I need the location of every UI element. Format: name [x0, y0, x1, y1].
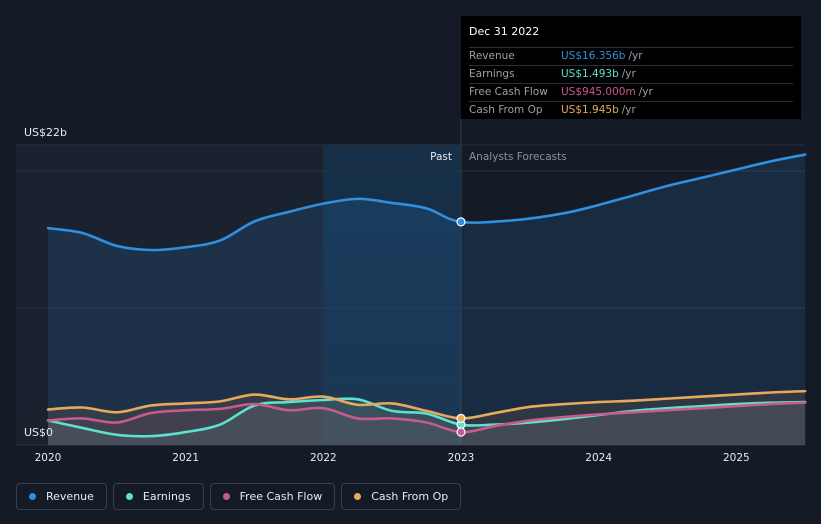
earnings-line [46, 397, 807, 438]
free-cash-flow-line [46, 401, 807, 434]
legend-dot-icon [29, 493, 36, 500]
legend-item-revenue[interactable]: Revenue [16, 483, 107, 510]
tooltip-value: US$1.945b [561, 104, 619, 116]
tooltip-row-free-cash-flow: Free Cash Flow US$945.000m /yr [469, 83, 793, 101]
legend-label: Earnings [142, 490, 191, 503]
tooltip-unit: /yr [628, 50, 643, 62]
cash-from-op-line [46, 389, 807, 420]
tooltip-row-earnings: Earnings US$1.493b /yr [469, 65, 793, 83]
cash-from-op-marker [456, 413, 466, 424]
tooltip-value: US$1.493b [561, 68, 619, 80]
tooltip-unit: /yr [638, 86, 653, 98]
x-tick-label: 2020 [35, 452, 62, 464]
tooltip-label: Free Cash Flow [469, 86, 548, 98]
tooltip-row-revenue: Revenue US$16.356b /yr [469, 47, 793, 65]
tooltip-date: Dec 31 2022 [469, 25, 540, 38]
legend-dot-icon [222, 493, 230, 500]
legend-item-cash-from-op[interactable]: Cash From Op [341, 483, 462, 510]
tooltip: Dec 31 2022 Revenue US$16.356b /yr Earni… [461, 16, 801, 119]
legend-label: Free Cash Flow [239, 490, 323, 503]
cash-from-op-area [48, 391, 806, 445]
x-tick-label: 2024 [585, 452, 612, 464]
legend-dot-icon [125, 493, 133, 500]
free-cash-flow-marker [456, 427, 466, 437]
legend: Revenue Earnings Free Cash Flow Cash Fro… [16, 483, 462, 510]
legend-dot-icon [354, 493, 362, 500]
legend-label: Cash From Op [371, 490, 449, 503]
revenue-line [46, 153, 807, 252]
legend-label: Revenue [46, 490, 94, 503]
tooltip-value: US$945.000m [561, 86, 636, 98]
tooltip-unit: /yr [621, 104, 636, 116]
revenue-marker [456, 217, 466, 227]
legend-item-free-cash-flow[interactable]: Free Cash Flow [209, 483, 336, 510]
past-label: Past [430, 151, 452, 163]
highlight-region [323, 145, 461, 445]
revenue-area [48, 154, 806, 445]
tooltip-label: Revenue [469, 50, 515, 62]
tooltip-unit: /yr [621, 68, 636, 80]
x-tick-label: 2022 [310, 452, 337, 464]
y-tick-label: US$0 [24, 426, 53, 439]
tooltip-label: Cash From Op [469, 104, 543, 116]
forecast-label: Analysts Forecasts [469, 151, 567, 163]
tooltip-value: US$16.356b [561, 50, 626, 62]
legend-item-earnings[interactable]: Earnings [112, 483, 204, 510]
x-tick-label: 2025 [723, 452, 750, 464]
y-tick-label: US$22b [24, 126, 67, 139]
x-tick-label: 2023 [448, 452, 475, 464]
tooltip-label: Earnings [469, 68, 515, 80]
tooltip-row-cash-from-op: Cash From Op US$1.945b /yr [469, 101, 793, 119]
x-tick-label: 2021 [172, 452, 199, 464]
